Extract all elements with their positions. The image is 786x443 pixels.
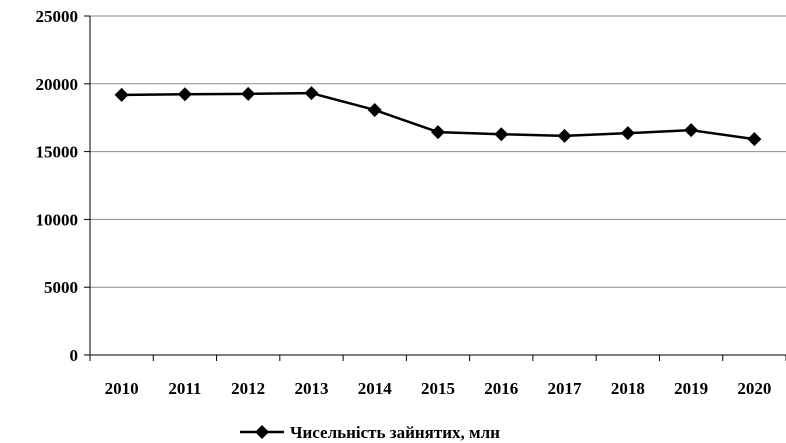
x-tick-label: 2018 xyxy=(611,379,645,398)
data-point-marker xyxy=(494,127,509,142)
x-tick-label: 2013 xyxy=(294,379,328,398)
y-tick-label: 0 xyxy=(70,346,79,365)
legend-diamond-marker xyxy=(255,425,269,439)
y-tick-label: 15000 xyxy=(36,143,79,162)
x-tick-label: 2015 xyxy=(421,379,455,398)
x-tick-label: 2014 xyxy=(358,379,393,398)
data-point-marker xyxy=(684,123,699,138)
data-point-marker xyxy=(304,86,319,101)
x-tick-label: 2011 xyxy=(168,379,201,398)
data-point-marker xyxy=(557,128,572,143)
y-tick-label: 25000 xyxy=(36,7,79,26)
x-tick-label: 2012 xyxy=(231,379,265,398)
y-tick-label: 20000 xyxy=(36,75,79,94)
x-axis-tick-labels: 2010 2011 2012 2013 2014 2015 2016 2017 2018 2019… xyxy=(105,379,772,398)
x-tick-label: 2016 xyxy=(484,379,518,398)
data-point-marker xyxy=(241,86,256,101)
legend: Чисельність зайнятих, млн xyxy=(240,423,500,442)
gridlines xyxy=(90,15,786,288)
data-point-marker xyxy=(747,132,762,147)
x-tick-label: 2019 xyxy=(674,379,708,398)
data-point-marker xyxy=(620,126,635,141)
x-tick-label: 2017 xyxy=(548,379,583,398)
y-tick-label: 10000 xyxy=(36,210,79,229)
data-point-marker xyxy=(177,87,192,102)
data-point-marker xyxy=(114,87,129,102)
x-tick-label: 2020 xyxy=(737,379,771,398)
axes xyxy=(84,15,786,361)
data-point-marker xyxy=(367,102,382,117)
x-tick-label: 2010 xyxy=(105,379,139,398)
y-tick-label: 5000 xyxy=(44,278,78,297)
y-axis-tick-labels: 0 5000 10000 15000 20000 25000 xyxy=(36,7,79,365)
legend-series-label: Чисельність зайнятих, млн xyxy=(290,423,500,442)
data-point-marker xyxy=(431,125,445,140)
series-layer xyxy=(114,86,762,147)
